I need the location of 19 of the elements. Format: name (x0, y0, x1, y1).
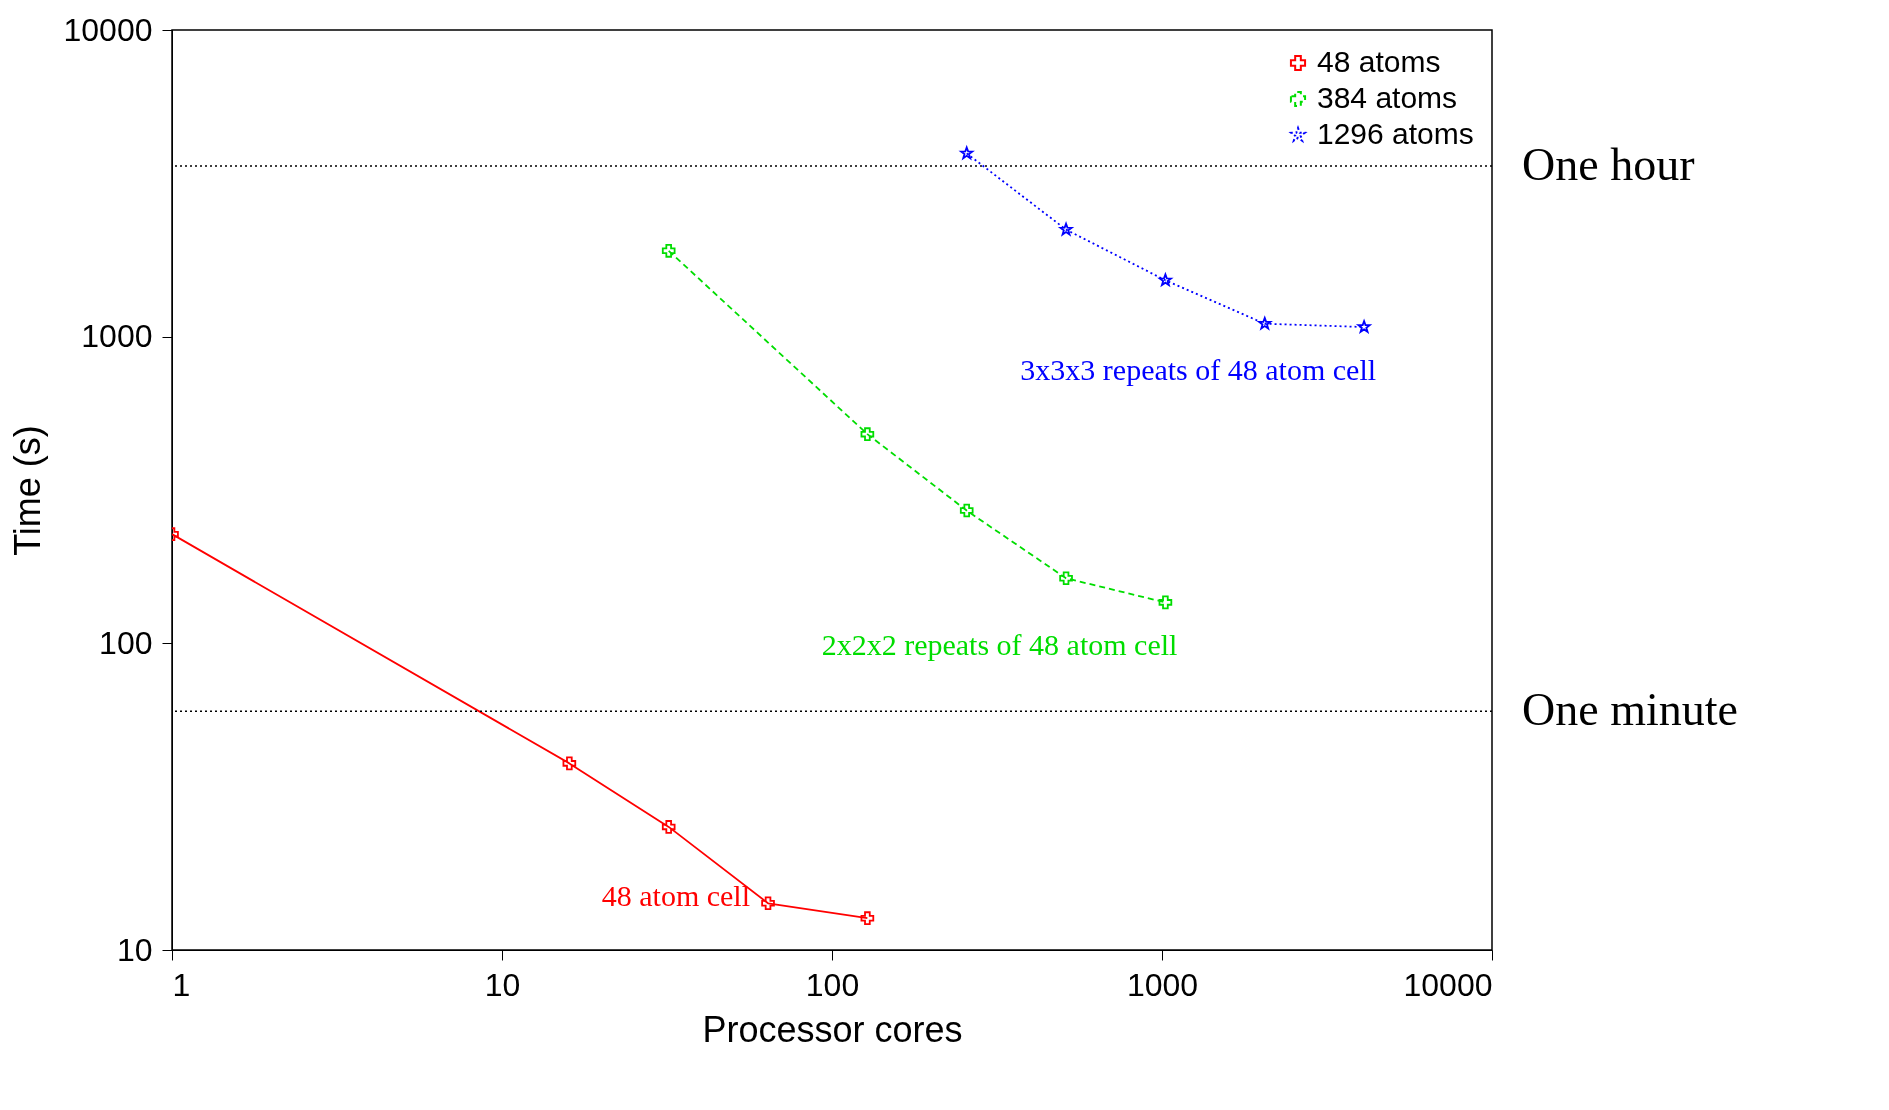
x-tick-label: 1 (172, 966, 191, 1003)
legend-label: 1296 atoms (1317, 117, 1474, 150)
y-tick-label: 100 (99, 624, 153, 661)
y-tick-label: 10000 (63, 11, 153, 48)
legend-label: 384 atoms (1317, 81, 1458, 114)
legend-label: 48 atoms (1317, 45, 1441, 78)
x-tick-label: 100 (805, 966, 860, 1003)
y-axis-title: Time (s) (6, 425, 48, 556)
x-tick-label: 1000 (1126, 966, 1199, 1003)
y-tick-label: 1000 (81, 318, 153, 355)
x-tick-label: 10 (484, 966, 521, 1003)
x-axis-title: Processor cores (702, 1008, 963, 1050)
x-tick-label: 10000 (1403, 966, 1493, 1003)
annotation: 3x3x3 repeats of 48 atom cell (1020, 353, 1377, 387)
y-tick-label: 10 (116, 931, 153, 968)
ref-line-label: One minute (1522, 684, 1738, 736)
annotation: 48 atom cell (601, 879, 751, 913)
ref-line-label: One hour (1522, 139, 1695, 191)
annotation: 2x2x2 repeats of 48 atom cell (821, 628, 1178, 662)
